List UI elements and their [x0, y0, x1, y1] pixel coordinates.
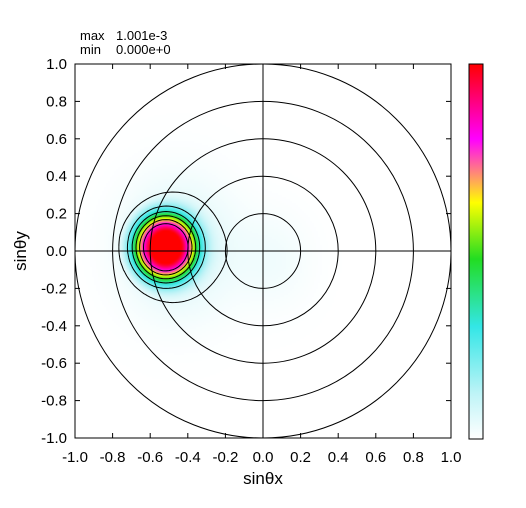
y-tick-label: 1.0: [46, 56, 67, 73]
x-tick-label: 0.6: [365, 449, 386, 466]
x-tick-label: -1.0: [62, 449, 88, 466]
y-tick-label: -1.0: [41, 430, 67, 447]
x-tick-label: 1.0: [441, 449, 462, 466]
min-value: 0.000e+0: [116, 42, 171, 57]
y-tick-label: 0.8: [46, 93, 67, 110]
y-tick-labels: 1.0 0.8 0.6 0.4 0.2 0.0 -0.2 -0.4 -0.6 -0.8 -1.0: [41, 56, 67, 447]
x-axis-title: sinθx: [243, 469, 283, 488]
x-tick-labels: -1.0 -0.8 -0.6 -0.4 -0.2 0.0 0.2 0.4 0.6 0.8 1.0: [62, 449, 461, 466]
x-tick-label: 0.0: [253, 449, 274, 466]
max-label: max: [80, 28, 105, 43]
y-axis-title: sinθy: [11, 231, 30, 271]
x-tick-label: 0.8: [403, 449, 424, 466]
x-tick-label: -0.8: [100, 449, 126, 466]
tick-marks: [74, 63, 452, 439]
y-tick-label: -0.4: [41, 318, 67, 335]
colorbar: [468, 63, 484, 440]
x-tick-label: 0.4: [328, 449, 349, 466]
contour-line: [131, 211, 201, 284]
y-tick-label: -0.8: [41, 393, 67, 410]
x-tick-label: 0.2: [290, 449, 311, 466]
x-tick-label: -0.6: [137, 449, 163, 466]
y-tick-label: -0.6: [41, 355, 67, 372]
x-tick-label: -0.4: [175, 449, 201, 466]
x-tick-label: -0.2: [212, 449, 238, 466]
y-tick-label: 0.4: [46, 168, 67, 185]
min-label: min: [80, 42, 101, 57]
y-tick-label: -0.2: [41, 280, 67, 297]
y-tick-label: 0.6: [46, 131, 67, 148]
y-tick-label: 0.2: [46, 206, 67, 223]
max-value: 1.001e-3: [116, 28, 167, 43]
y-tick-label: 0.0: [46, 243, 67, 260]
contour-line: [126, 205, 206, 289]
